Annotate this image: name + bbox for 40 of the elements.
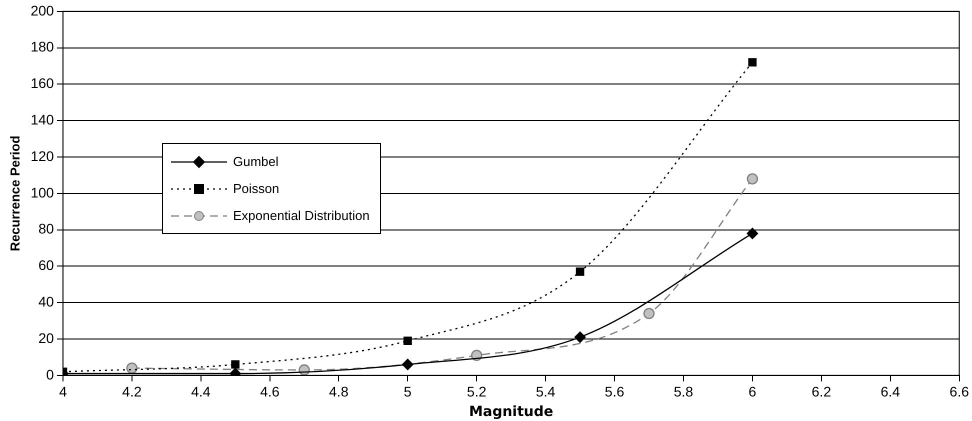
point (746, 228, 758, 240)
x-tick-label: 5 (404, 384, 412, 400)
x-tick-label: 5.8 (674, 384, 694, 400)
y-tick-label: 80 (38, 220, 54, 237)
legend-label: Poisson (233, 181, 280, 196)
point (574, 332, 586, 343)
x-tick-label: 6 (748, 384, 757, 400)
legend-label: Gumbel (233, 154, 279, 169)
legend-label: Exponential Distribution (233, 208, 370, 223)
x-axis-title: Magnitude (468, 404, 554, 420)
point (231, 360, 240, 369)
y-tick-label: 20 (38, 330, 54, 346)
x-tick-label: 6.2 (812, 384, 832, 400)
y-tick-label: 180 (30, 38, 54, 55)
point (748, 58, 757, 67)
x-tick-label: 4.2 (122, 384, 142, 400)
x-tick-label: 5.6 (604, 384, 624, 400)
point (576, 267, 584, 276)
x-tick-label: 6.4 (880, 384, 900, 400)
y-tick-label: 160 (30, 75, 54, 92)
x-tick-label: 4 (59, 384, 68, 400)
x-tick-label: 5.2 (466, 384, 487, 400)
x-tick-label: 5.4 (536, 384, 556, 400)
y-tick-label: 200 (30, 2, 54, 18)
y-tick-label: 60 (38, 257, 54, 274)
x-tick-label: 6.6 (950, 384, 970, 400)
x-tick-label: 4.6 (260, 384, 280, 400)
y-tick-label: 100 (30, 184, 54, 200)
point (126, 362, 138, 374)
y-tick-label: 40 (38, 293, 54, 310)
point (402, 358, 414, 370)
x-tick-label: 4.8 (329, 384, 349, 400)
y-tick-label: 0 (46, 366, 54, 382)
y-axis-title: Recurrence Period (7, 136, 22, 252)
y-tick-label: 140 (30, 111, 54, 128)
point (404, 336, 412, 346)
x-tick-label: 4.4 (191, 384, 211, 400)
y-tick-label: 120 (30, 148, 54, 164)
point (643, 308, 655, 320)
point (746, 173, 758, 184)
